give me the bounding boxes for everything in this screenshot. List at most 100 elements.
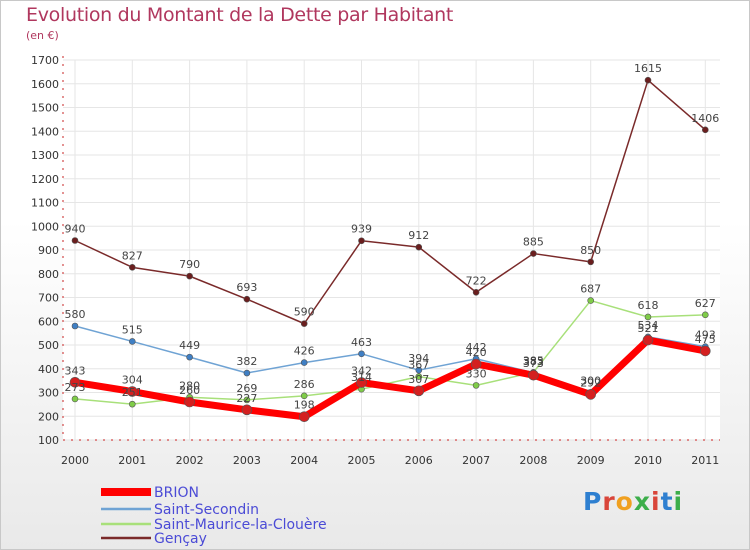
data-point xyxy=(415,243,423,251)
data-label: 307 xyxy=(408,373,429,386)
data-label: 449 xyxy=(179,339,200,352)
y-tick-label: 500 xyxy=(38,339,59,352)
data-point xyxy=(186,353,193,361)
data-label: 627 xyxy=(695,297,716,310)
y-tick-label: 1000 xyxy=(31,220,59,233)
y-tick-label: 900 xyxy=(38,244,59,257)
data-point xyxy=(530,250,537,257)
data-label: 475 xyxy=(695,333,716,346)
data-point xyxy=(415,373,423,380)
y-tick-label: 1500 xyxy=(31,102,59,115)
logo-letter: P xyxy=(583,487,603,516)
data-point xyxy=(413,385,425,397)
data-label: 251 xyxy=(122,386,143,399)
data-point xyxy=(587,258,595,266)
data-point xyxy=(472,288,480,296)
data-point xyxy=(699,345,711,357)
data-label: 618 xyxy=(638,299,659,312)
data-point xyxy=(300,359,308,366)
data-label: 269 xyxy=(236,382,257,395)
x-tick-label: 2004 xyxy=(290,454,318,467)
data-point xyxy=(300,392,308,400)
data-point xyxy=(71,322,79,330)
data-label: 693 xyxy=(236,281,257,294)
data-point xyxy=(585,389,597,400)
x-tick-label: 2008 xyxy=(519,454,547,467)
y-tick-label: 300 xyxy=(38,387,59,400)
x-tick-label: 2002 xyxy=(176,454,204,467)
logo-letter: r xyxy=(602,487,616,516)
data-label: 314 xyxy=(351,371,372,384)
data-label: 534 xyxy=(638,319,659,332)
data-label: 940 xyxy=(65,223,86,236)
data-point xyxy=(587,297,595,304)
y-tick-label: 700 xyxy=(38,292,59,305)
series-line xyxy=(74,79,707,325)
data-point xyxy=(129,338,136,345)
data-label: 382 xyxy=(236,355,257,368)
y-tick-label: 1300 xyxy=(31,149,59,162)
y-tick-label: 1200 xyxy=(31,173,59,186)
grid xyxy=(63,59,720,441)
data-point xyxy=(71,395,79,403)
data-point xyxy=(71,237,79,244)
data-label: 300 xyxy=(580,375,601,388)
x-tick-label: 2001 xyxy=(118,454,146,467)
data-label: 912 xyxy=(408,229,429,242)
x-tick-label: 2010 xyxy=(634,454,662,467)
logo-letter: i xyxy=(673,487,684,516)
data-label: 367 xyxy=(408,359,429,372)
y-tick-label: 1700 xyxy=(31,54,59,67)
y-tick-label: 200 xyxy=(38,410,59,423)
logo-letter: i xyxy=(651,487,661,516)
data-label: 590 xyxy=(294,306,315,319)
x-tick-label: 2003 xyxy=(233,454,261,467)
data-point xyxy=(701,311,709,319)
data-label: 827 xyxy=(122,249,143,262)
data-label: 442 xyxy=(466,341,487,354)
data-label: 385 xyxy=(523,354,544,367)
data-point xyxy=(642,334,654,346)
data-point xyxy=(298,411,310,423)
data-label: 286 xyxy=(294,378,315,391)
logo-letter: t xyxy=(660,487,674,516)
y-tick-label: 800 xyxy=(38,268,59,281)
data-point xyxy=(243,396,251,404)
data-point xyxy=(644,313,652,321)
chart-title: Evolution du Montant de la Dette par Hab… xyxy=(26,4,454,26)
data-label: 304 xyxy=(122,374,143,387)
data-point xyxy=(129,264,136,271)
data-label: 260 xyxy=(179,384,200,397)
data-point xyxy=(129,400,136,408)
data-label: 394 xyxy=(408,352,429,365)
data-point xyxy=(644,76,652,84)
data-point xyxy=(356,377,367,388)
data-point xyxy=(243,369,251,377)
data-label: 493 xyxy=(695,329,716,342)
legend-label: Gençay xyxy=(154,531,207,547)
y-tick-label: 400 xyxy=(38,363,59,376)
x-tick-label: 2009 xyxy=(577,454,605,467)
x-tick-label: 2006 xyxy=(405,454,433,467)
x-tick-label: 2007 xyxy=(462,454,490,467)
data-label: 885 xyxy=(523,236,544,249)
data-point xyxy=(241,404,253,416)
data-point xyxy=(184,396,195,408)
data-label: 198 xyxy=(294,399,315,412)
legend-label: BRION xyxy=(154,485,199,501)
data-point xyxy=(127,386,138,397)
data-point xyxy=(69,376,81,388)
data-label: 939 xyxy=(351,223,372,236)
axes: 100 200 300 400 500 600 700 800 900 1000 1100 1200 1… xyxy=(31,54,720,467)
data-label: 373 xyxy=(523,357,544,370)
data-label: 790 xyxy=(179,258,200,271)
legend: BRIONSaint-SecondinSaint-Maurice-la-Clou… xyxy=(101,485,327,547)
data-point xyxy=(415,366,423,374)
data-label: 420 xyxy=(466,346,487,359)
x-tick-label: 2000 xyxy=(61,454,89,467)
data-labels: 343 304 260 227 198 342 307 420 373 292 521 475 580 5… xyxy=(65,62,720,412)
legend-label: Saint-Secondin xyxy=(154,502,259,518)
x-tick-label: 2005 xyxy=(348,454,376,467)
data-label: 292 xyxy=(580,376,601,389)
data-label: 521 xyxy=(638,322,659,335)
